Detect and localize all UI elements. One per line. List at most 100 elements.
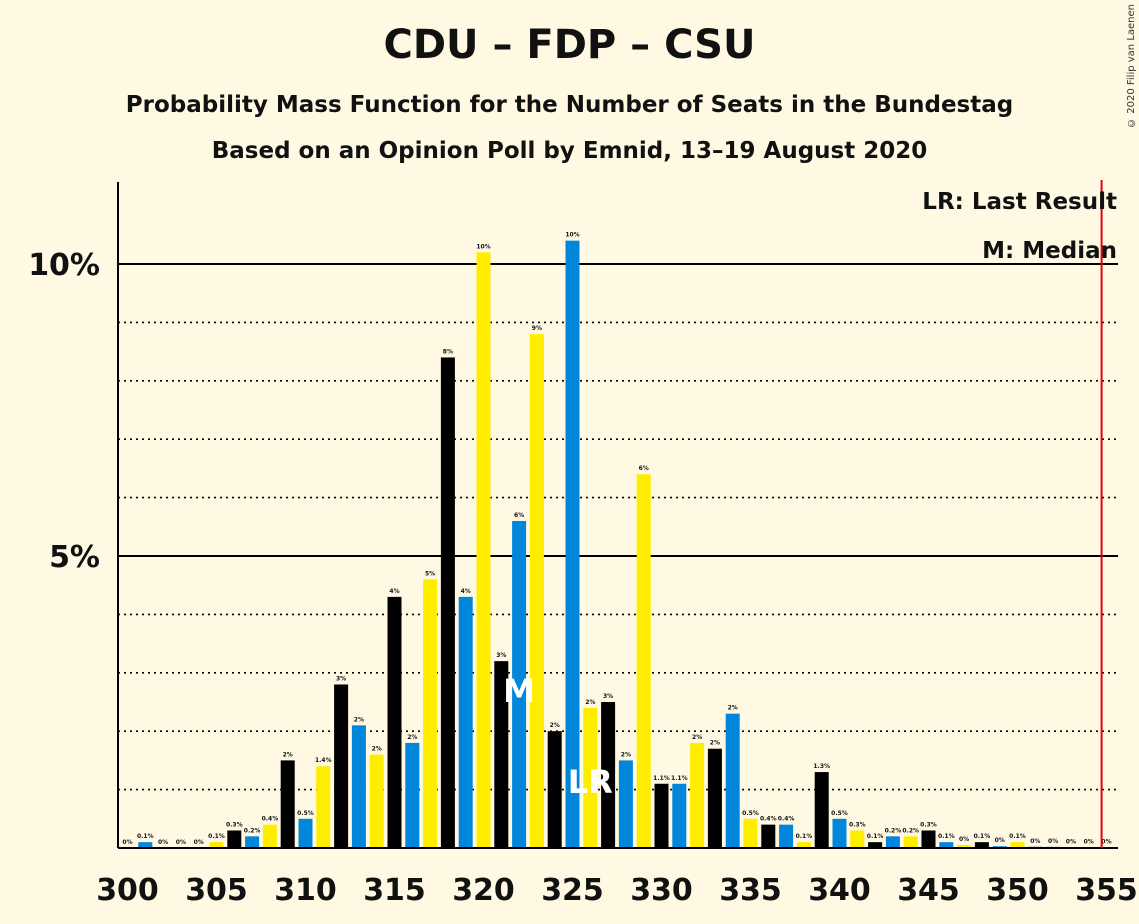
bar-323 bbox=[529, 334, 544, 849]
bar-label-341: 0.3% bbox=[849, 821, 866, 828]
bar-344 bbox=[903, 836, 918, 848]
bar-label-353: 0% bbox=[1066, 838, 1076, 845]
bar-341 bbox=[850, 830, 865, 848]
bar-342 bbox=[868, 842, 883, 848]
bar-label-311: 1.4% bbox=[315, 757, 332, 764]
bar-label-346: 0.1% bbox=[938, 833, 955, 840]
bar-348 bbox=[974, 842, 989, 848]
bar-label-305: 0.1% bbox=[208, 833, 225, 840]
bar-313 bbox=[351, 725, 366, 848]
x-tick-label-300: 300 bbox=[96, 873, 159, 908]
bar-350 bbox=[1010, 842, 1025, 848]
bar-331 bbox=[672, 783, 687, 848]
x-tick-label-355: 355 bbox=[1075, 873, 1138, 908]
bar-334 bbox=[725, 713, 740, 848]
bar-338 bbox=[796, 842, 811, 848]
bar-label-334: 2% bbox=[728, 705, 738, 712]
bar-label-316: 2% bbox=[407, 734, 417, 741]
bar-301 bbox=[138, 842, 153, 848]
grid-lines bbox=[118, 263, 1118, 791]
bar-324 bbox=[547, 731, 562, 848]
chart-subtitle-poll: Based on an Opinion Poll by Emnid, 13–19… bbox=[211, 138, 928, 164]
bar-label-347: 0% bbox=[959, 836, 969, 843]
bar-347 bbox=[957, 845, 972, 848]
bar-label-302: 0% bbox=[158, 839, 168, 846]
bar-label-349: 0% bbox=[995, 837, 1005, 844]
legend-last-result: LR: Last Result bbox=[922, 189, 1117, 215]
x-tick-label-345: 345 bbox=[897, 873, 960, 908]
bar-305 bbox=[209, 842, 224, 848]
bar-label-335: 0.5% bbox=[742, 810, 759, 817]
bar-label-310: 0.5% bbox=[297, 810, 314, 817]
bar-311 bbox=[316, 766, 331, 848]
bar-322 bbox=[512, 520, 527, 848]
bar-314 bbox=[369, 754, 384, 848]
bar-319 bbox=[458, 596, 473, 848]
bar-332 bbox=[690, 742, 705, 848]
bar-label-332: 2% bbox=[692, 734, 702, 741]
y-tick-label-10: 10% bbox=[28, 248, 100, 283]
chart-title: CDU – FDP – CSU bbox=[383, 22, 756, 68]
bar-339 bbox=[814, 772, 829, 848]
bar-346 bbox=[939, 842, 954, 848]
bar-label-315: 4% bbox=[389, 588, 399, 595]
y-tick-label-5: 5% bbox=[49, 540, 100, 575]
bar-307 bbox=[245, 836, 260, 848]
bar-label-328: 2% bbox=[621, 751, 631, 758]
chart-subtitle: Probability Mass Function for the Number… bbox=[125, 92, 1014, 118]
bar-label-344: 0.2% bbox=[902, 827, 919, 834]
bar-326 bbox=[583, 707, 598, 848]
bar-label-308: 0.4% bbox=[262, 816, 279, 823]
bar-label-326: 2% bbox=[585, 699, 595, 706]
bar-label-320: 10% bbox=[476, 243, 490, 250]
bar-320 bbox=[476, 252, 491, 848]
bar-333 bbox=[707, 748, 722, 848]
bar-label-307: 0.2% bbox=[244, 827, 261, 834]
bar-label-330: 1.1% bbox=[653, 775, 670, 782]
result-markers: M LR bbox=[503, 672, 613, 801]
bar-label-352: 0% bbox=[1048, 838, 1058, 845]
bar-label-318: 8% bbox=[443, 348, 453, 355]
x-tick-label-310: 310 bbox=[274, 873, 337, 908]
bar-337 bbox=[779, 824, 794, 848]
bar-335 bbox=[743, 818, 758, 848]
x-tick-label-320: 320 bbox=[452, 873, 515, 908]
bar-label-303: 0% bbox=[176, 839, 186, 846]
bar-336 bbox=[761, 824, 776, 848]
bar-label-323: 9% bbox=[532, 325, 542, 332]
bar-label-324: 2% bbox=[550, 722, 560, 729]
bar-label-342: 0.1% bbox=[867, 833, 884, 840]
x-tick-label-335: 335 bbox=[719, 873, 782, 908]
bar-label-313: 2% bbox=[354, 716, 364, 723]
bar-316 bbox=[405, 742, 420, 848]
median-marker: M bbox=[503, 672, 535, 710]
bar-label-312: 3% bbox=[336, 675, 346, 682]
bar-label-351: 0% bbox=[1030, 838, 1040, 845]
axes: 5% 10% 300 305 310 315 320 325 330 335 340 345 350 35… bbox=[28, 180, 1138, 908]
bar-330 bbox=[654, 783, 669, 848]
bar-label-319: 4% bbox=[461, 588, 471, 595]
bar-label-338: 0.1% bbox=[796, 833, 813, 840]
bar-345 bbox=[921, 830, 936, 848]
bar-label-306: 0.3% bbox=[226, 821, 243, 828]
bar-318 bbox=[440, 357, 455, 848]
x-tick-label-350: 350 bbox=[986, 873, 1049, 908]
bar-343 bbox=[885, 836, 900, 848]
bar-label-355: 0% bbox=[1101, 838, 1111, 845]
bar-label-329: 6% bbox=[639, 465, 649, 472]
bar-309 bbox=[280, 760, 295, 848]
bar-label-354: 0% bbox=[1084, 838, 1094, 845]
bar-327 bbox=[601, 702, 616, 848]
bar-label-350: 0.1% bbox=[1009, 833, 1026, 840]
bar-label-300: 0% bbox=[122, 839, 132, 846]
bar-310 bbox=[298, 818, 313, 848]
bar-label-301: 0.1% bbox=[137, 833, 154, 840]
bar-label-314: 2% bbox=[372, 746, 382, 753]
bar-label-327: 3% bbox=[603, 693, 613, 700]
bar-308 bbox=[262, 824, 277, 848]
bar-label-340: 0.5% bbox=[831, 810, 848, 817]
bar-label-333: 2% bbox=[710, 740, 720, 747]
legend-median: M: Median bbox=[982, 238, 1117, 264]
bar-label-322: 6% bbox=[514, 512, 524, 519]
bar-series bbox=[120, 240, 1114, 849]
